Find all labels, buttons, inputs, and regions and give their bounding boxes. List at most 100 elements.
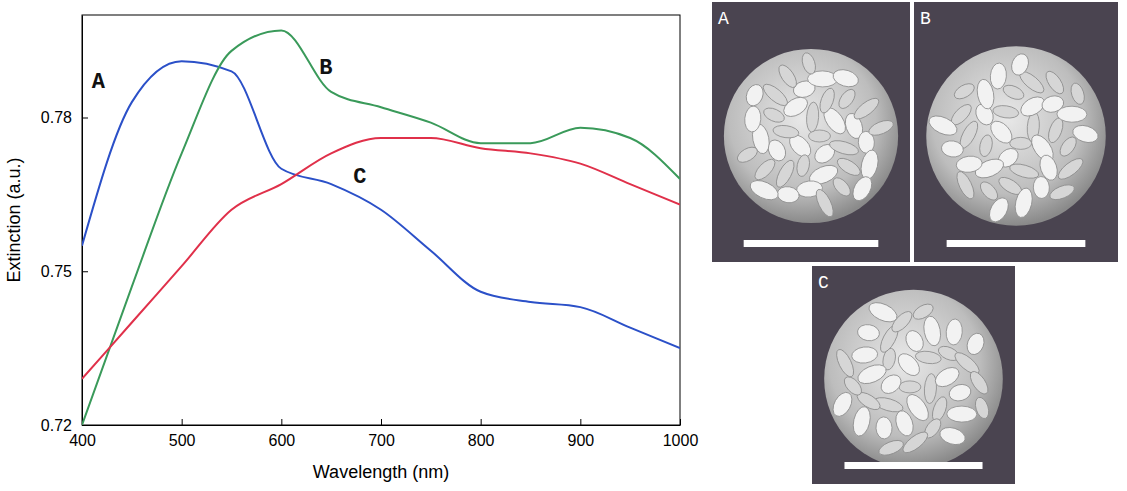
grain (817, 86, 837, 115)
x-tick-label: 400 (69, 432, 96, 449)
grain (760, 81, 791, 109)
y-tick: 0.72 (41, 417, 88, 434)
grain (923, 373, 937, 404)
figure: 40050060070080090010000.720.750.78Wavele… (0, 0, 1127, 491)
grain (967, 369, 991, 397)
panel-label-patch (816, 272, 831, 294)
grain (875, 416, 892, 439)
plot-frame (82, 15, 680, 425)
grain (829, 389, 856, 419)
grain (1069, 81, 1087, 106)
grain (900, 428, 931, 456)
grain (947, 382, 972, 403)
grain (828, 138, 860, 158)
grain (835, 155, 863, 179)
panel-label-patch (716, 8, 731, 30)
grain (899, 381, 921, 393)
grain (964, 331, 987, 357)
y-tick-label: 0.72 (41, 417, 72, 434)
grain (940, 139, 964, 158)
panel-label: A (718, 9, 729, 29)
scale-bar (947, 240, 1086, 247)
grain (866, 299, 900, 326)
x-tick-label: 700 (368, 432, 395, 449)
grain (1009, 51, 1032, 77)
y-tick-mark (82, 271, 88, 272)
grain (947, 406, 977, 423)
y-tick-mark (82, 425, 88, 426)
grain (867, 117, 896, 138)
panel-label: B (920, 9, 931, 29)
grain (836, 86, 859, 111)
grain (743, 82, 766, 108)
grain (813, 187, 837, 219)
grain (952, 81, 977, 102)
scale-bar (844, 462, 982, 469)
scale-bar (744, 240, 879, 247)
grain (747, 177, 781, 204)
x-axis: 400 500 600 700 800 900 1000 (69, 419, 698, 449)
grain (830, 175, 854, 199)
grain (1013, 186, 1035, 219)
x-tick-mark (680, 419, 681, 425)
series-label: C (353, 165, 366, 190)
grain (1008, 161, 1040, 181)
panel-background (914, 2, 1118, 262)
grain (915, 350, 942, 366)
particle-texture (926, 51, 1100, 225)
particle (824, 290, 1003, 469)
x-tick-label: 500 (169, 432, 196, 449)
particle (926, 46, 1106, 226)
grain (772, 124, 799, 140)
x-tick-mark (481, 419, 482, 425)
grain (902, 328, 926, 355)
sem-panel: B (914, 2, 1118, 262)
x-tick-mark (580, 419, 581, 425)
grain (762, 105, 787, 125)
grain (1043, 68, 1067, 96)
y-tick: 0.75 (41, 263, 88, 280)
grain (806, 102, 820, 133)
grain (1055, 155, 1086, 183)
x-tick: 600 (268, 419, 295, 449)
y-tick-label: 0.78 (41, 109, 72, 126)
grain (800, 51, 818, 76)
grain (752, 156, 779, 183)
grain (855, 361, 889, 387)
grain (978, 134, 994, 158)
grain (930, 395, 950, 424)
grain (955, 155, 983, 174)
grain (953, 169, 977, 201)
plot-lines (82, 30, 680, 425)
grain (945, 318, 963, 345)
grain (833, 347, 857, 379)
series-label: A (92, 70, 106, 95)
grain (795, 154, 811, 178)
x-tick-label: 900 (567, 432, 594, 449)
grain (986, 195, 1013, 225)
y-axis: 0.72 0.75 0.78 (41, 16, 88, 434)
grain (773, 158, 798, 190)
x-tick-mark (281, 419, 282, 425)
y-axis-title: Extinction (a.u.) (4, 157, 24, 282)
grain (776, 185, 800, 204)
x-tick: 700 (368, 419, 395, 449)
grain (938, 425, 968, 448)
y-axis-line (82, 16, 83, 426)
x-tick-label: 800 (468, 432, 495, 449)
grain (877, 437, 906, 458)
grain (911, 301, 936, 322)
grain (735, 144, 760, 165)
grain (926, 112, 960, 139)
grain (858, 148, 880, 181)
grain (851, 95, 882, 123)
panel-background (712, 2, 910, 262)
x-tick-mark (182, 419, 183, 425)
grain (849, 173, 876, 203)
grain (973, 396, 991, 421)
x-tick: 1000 (663, 419, 699, 449)
sem-panel: A (712, 2, 910, 262)
grain (1048, 182, 1077, 203)
grain (992, 104, 1019, 120)
grain (893, 408, 917, 438)
